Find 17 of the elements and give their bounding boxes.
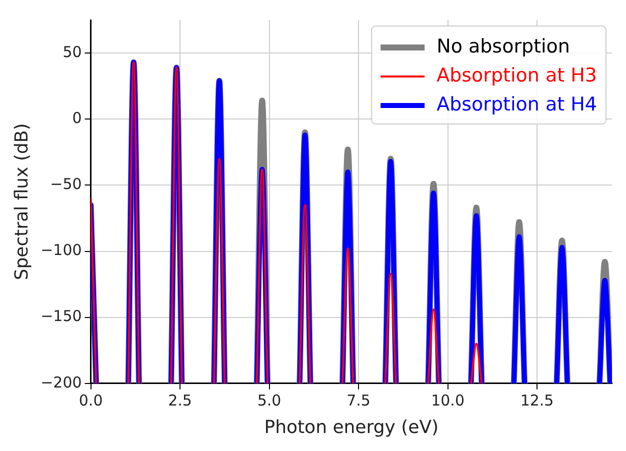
x-tick-label: 2.5 [168,391,192,410]
y-tick-label: −50 [50,175,82,194]
legend-label: No absorption [436,35,570,58]
y-tick-label: 50 [62,42,82,61]
x-tick-label: 10.0 [431,391,464,410]
x-tick-label: 12.5 [520,391,554,410]
y-axis-title: Spectral flux (dB) [11,123,32,280]
y-tick-label: −200 [40,373,82,392]
x-axis-title: Photon energy (eV) [264,416,439,438]
y-tick-label: −100 [40,241,82,260]
x-tick-label: 0.0 [78,391,103,410]
legend-label: Absorption at H3 [436,64,598,86]
x-tick-label: 7.5 [346,391,370,410]
y-tick-label: −150 [40,307,82,326]
x-tick-label: 5.0 [257,391,282,410]
y-tick-label: 0 [72,109,82,127]
legend-label: Absorption at H4 [436,93,598,116]
